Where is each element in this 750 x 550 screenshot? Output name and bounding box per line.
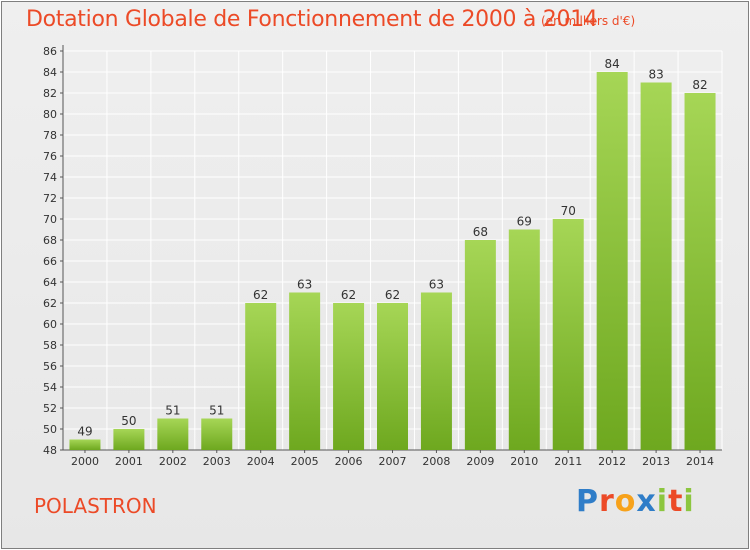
bar [333,303,365,450]
x-tick-label: 2006 [335,455,363,468]
logo-letter: r [599,484,615,519]
x-tick-label: 2011 [554,455,582,468]
y-tick-label: 58 [43,339,57,352]
x-tick-label: 2009 [466,455,494,468]
y-tick-label: 86 [43,45,57,58]
y-tick-label: 82 [43,87,57,100]
y-tick-label: 56 [43,360,57,373]
x-tick-label: 2000 [71,455,99,468]
bar [552,219,584,450]
y-tick-label: 70 [43,213,57,226]
x-tick-label: 2007 [379,455,407,468]
data-label: 63 [297,278,312,292]
y-tick-label: 72 [43,192,57,205]
logo-letter: i [656,484,669,519]
commune-name: POLASTRON [34,494,157,518]
chart-subtitle: (en milliers d'€) [541,14,636,28]
x-tick-label: 2008 [422,455,450,468]
y-tick-label: 48 [43,444,57,457]
data-label: 62 [253,288,268,302]
data-label: 62 [341,288,356,302]
logo-letter: P [576,484,599,519]
y-tick-label: 76 [43,150,57,163]
logo-letter: i [683,484,695,519]
y-tick-label: 60 [43,318,57,331]
y-tick-label: 66 [43,255,57,268]
y-tick-label: 54 [43,381,57,394]
bars [69,72,716,450]
data-label: 49 [77,425,92,439]
y-tick-label: 78 [43,129,57,142]
logo-letter: x [636,484,657,519]
bar [596,72,628,450]
bar [245,303,277,450]
data-label: 82 [692,78,707,92]
data-label: 84 [605,57,620,71]
x-tick-label: 2010 [510,455,538,468]
data-label: 50 [121,414,136,428]
y-tick-label: 52 [43,402,57,415]
y-tick-label: 74 [43,171,57,184]
y-tick-label: 68 [43,234,57,247]
data-label: 68 [473,225,488,239]
data-label: 70 [561,204,576,218]
bar [377,303,408,450]
bar [157,418,189,450]
data-label: 69 [517,215,532,229]
bar [420,292,452,450]
x-tick-label: 2013 [642,455,670,468]
data-label: 51 [209,404,224,418]
x-tick-label: 2001 [115,455,143,468]
y-tick-label: 50 [43,423,57,436]
bar [464,240,496,450]
chart-title: Dotation Globale de Fonctionnement de 20… [26,7,598,32]
bar [69,439,101,450]
bar [640,82,672,450]
bar [508,229,540,450]
bar [201,418,233,450]
proxiti-logo: Proxiti [576,484,695,519]
logo-letter: t [668,484,684,519]
data-label: 83 [648,68,663,82]
x-tick-label: 2003 [203,455,231,468]
x-tick-label: 2002 [159,455,187,468]
y-tick-label: 84 [43,66,57,79]
data-label: 63 [429,278,444,292]
labels: 49 2000 50 2001 51 2002 51 2003 62 2004 63 2005 62 20… [71,57,714,468]
y-tick-label: 62 [43,297,57,310]
bar [684,93,716,450]
data-label: 62 [385,288,400,302]
x-tick-label: 2004 [247,455,275,468]
data-label: 51 [165,404,180,418]
x-tick-label: 2014 [686,455,714,468]
logo-letter: o [614,484,637,519]
bar [289,292,321,450]
y-tick-label: 64 [43,276,57,289]
y-tick-label: 80 [43,108,57,121]
bar [113,429,145,450]
x-tick-label: 2012 [598,455,626,468]
x-tick-label: 2005 [291,455,319,468]
